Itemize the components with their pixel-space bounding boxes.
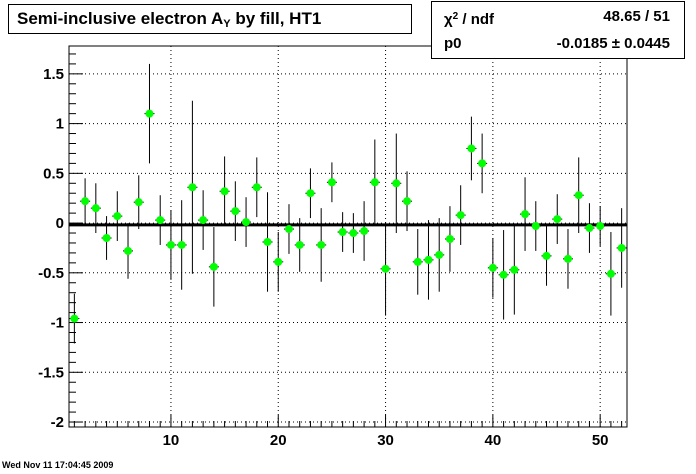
data-point — [252, 183, 261, 192]
data-point — [156, 216, 165, 225]
data-point — [81, 197, 90, 206]
data-point — [295, 240, 304, 249]
data-point — [381, 264, 390, 273]
data-point — [488, 263, 497, 272]
data-point — [70, 314, 79, 323]
data-point — [574, 191, 583, 200]
chart-title-suffix: by fill, HT1 — [230, 9, 322, 28]
x-tick-label: 40 — [485, 432, 502, 449]
x-tick-label: 30 — [377, 432, 394, 449]
data-point — [596, 222, 605, 231]
x-tick-label: 10 — [163, 432, 180, 449]
data-point — [360, 227, 369, 236]
data-point — [102, 233, 111, 242]
stats-row-chi2: χ2 / ndf 48.65 / 51 — [432, 4, 684, 30]
data-point — [499, 270, 508, 279]
y-tick-label: 1.5 — [43, 66, 64, 83]
data-point — [413, 257, 422, 266]
data-point — [553, 215, 562, 224]
data-point — [220, 187, 229, 196]
data-point — [242, 218, 251, 227]
data-point — [306, 189, 315, 198]
chi2-ndf-value: 48.65 / 51 — [603, 8, 670, 25]
y-tick-label: -2 — [51, 414, 64, 431]
timestamp: Wed Nov 11 17:04:45 2009 — [2, 460, 114, 470]
data-point — [478, 159, 487, 168]
data-point — [327, 178, 336, 187]
stats-row-p0: p0 -0.0185 ± 0.0445 — [432, 31, 684, 57]
data-point — [134, 198, 143, 207]
data-point — [521, 210, 530, 219]
chi-superscript: 2 — [452, 11, 459, 22]
y-tick-label: 0 — [56, 215, 64, 232]
data-point — [617, 243, 626, 252]
data-point — [188, 183, 197, 192]
data-point — [456, 211, 465, 220]
ndf-text: / ndf — [458, 11, 495, 28]
data-point — [563, 254, 572, 263]
data-point — [542, 251, 551, 260]
data-point — [317, 240, 326, 249]
data-point — [510, 265, 519, 274]
data-point — [113, 212, 122, 221]
data-point — [531, 222, 540, 231]
data-point — [145, 109, 154, 118]
y-tick-label: -1 — [51, 315, 64, 332]
y-tick-label: 1 — [56, 116, 64, 133]
data-point — [585, 224, 594, 233]
data-point — [177, 240, 186, 249]
chart-title: Semi-inclusive electron AY by fill, HT1 — [8, 4, 412, 34]
data-point — [199, 216, 208, 225]
chi2-ndf-label: χ2 / ndf — [444, 4, 494, 33]
data-point — [424, 255, 433, 264]
data-point — [467, 144, 476, 153]
data-point — [91, 204, 100, 213]
data-point — [124, 246, 133, 255]
data-point — [263, 237, 272, 246]
chart-title-subscript: Y — [223, 18, 231, 30]
data-point — [349, 229, 358, 238]
data-point — [370, 178, 379, 187]
data-point — [209, 262, 218, 271]
x-tick-label: 50 — [592, 432, 609, 449]
chart-title-text: Semi-inclusive electron A — [17, 9, 224, 28]
data-point — [284, 225, 293, 234]
y-tick-label: -0.5 — [38, 265, 64, 282]
x-tick-label: 20 — [270, 432, 287, 449]
y-tick-label: -1.5 — [38, 364, 64, 381]
data-point — [403, 197, 412, 206]
data-point — [274, 257, 283, 266]
data-point — [392, 179, 401, 188]
p0-value: -0.0185 ± 0.0445 — [556, 35, 670, 52]
data-point — [338, 228, 347, 237]
data-point — [606, 269, 615, 278]
chi-symbol: χ — [444, 11, 453, 28]
data-point — [435, 250, 444, 259]
p0-label: p0 — [444, 35, 462, 52]
y-tick-label: 0.5 — [43, 165, 64, 182]
fit-stats-box: χ2 / ndf 48.65 / 51 p0 -0.0185 ± 0.0445 — [431, 1, 685, 59]
plot-frame — [68, 45, 628, 428]
data-point — [231, 207, 240, 216]
data-point — [445, 234, 454, 243]
data-point — [166, 240, 175, 249]
